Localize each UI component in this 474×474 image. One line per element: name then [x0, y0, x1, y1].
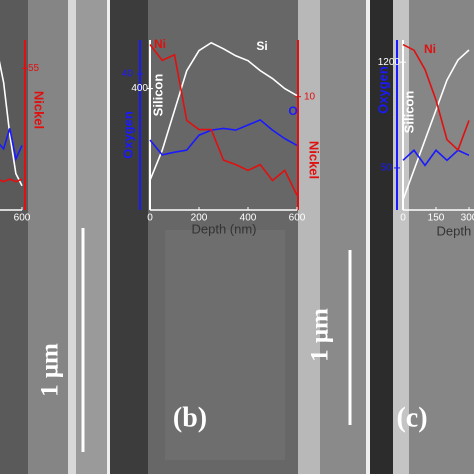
- x-tick-label: 0: [400, 213, 406, 224]
- profile-line: [0, 178, 23, 183]
- series-name: Ni: [424, 42, 436, 56]
- x-tick-label: 600: [14, 213, 31, 224]
- y-tick-label: 10: [304, 91, 316, 102]
- profile-line: [0, 60, 23, 187]
- y-tick-label: 400: [131, 83, 148, 94]
- series-name: Si: [256, 39, 267, 53]
- x-tick-label: 0: [147, 213, 153, 224]
- divider: [366, 0, 370, 474]
- profile-line: [402, 49, 470, 201]
- y-axis-label: Silicon: [150, 74, 165, 117]
- profile-line: [402, 43, 470, 152]
- profile-line: [149, 41, 298, 181]
- sem-image-b: [110, 0, 366, 474]
- x-tick-label: 400: [240, 213, 257, 224]
- y-axis-label: Oxygen: [375, 66, 390, 114]
- series-name: Ni: [154, 37, 166, 51]
- sem-image-a: [0, 0, 107, 474]
- x-tick-label: 200: [191, 213, 208, 224]
- x-tick-label: 600: [289, 213, 306, 224]
- y-axis-label: Nickel: [307, 141, 322, 179]
- y-axis-label: Silicon: [401, 91, 416, 134]
- y-axis-label: Nickel: [32, 91, 47, 129]
- y-tick-label: 40: [122, 69, 134, 80]
- divider: [107, 0, 110, 474]
- profile-line: [149, 118, 298, 156]
- x-axis-label: Depth (nm): [436, 223, 474, 238]
- profile-line: [149, 44, 298, 196]
- x-tick-label: 150: [428, 213, 445, 224]
- profile-line: [0, 128, 23, 162]
- x-tick-label: 300: [461, 213, 474, 224]
- x-axis-label: Depth (nm): [191, 221, 256, 236]
- y-tick-label: 50: [381, 163, 393, 174]
- scale-bar-label: 1 μm: [37, 343, 64, 397]
- y-tick-label: 55: [28, 63, 40, 74]
- panel-a: 55 Nickel 600 1 μm: [0, 40, 85, 452]
- scale-bar-label: 1 μm: [307, 308, 334, 362]
- panel-label: (c): [396, 402, 427, 433]
- y-tick-label: 1200: [378, 57, 401, 68]
- y-axis-label: Oxygen: [120, 111, 135, 159]
- panel-label: (b): [173, 402, 207, 433]
- series-name: O: [288, 104, 297, 118]
